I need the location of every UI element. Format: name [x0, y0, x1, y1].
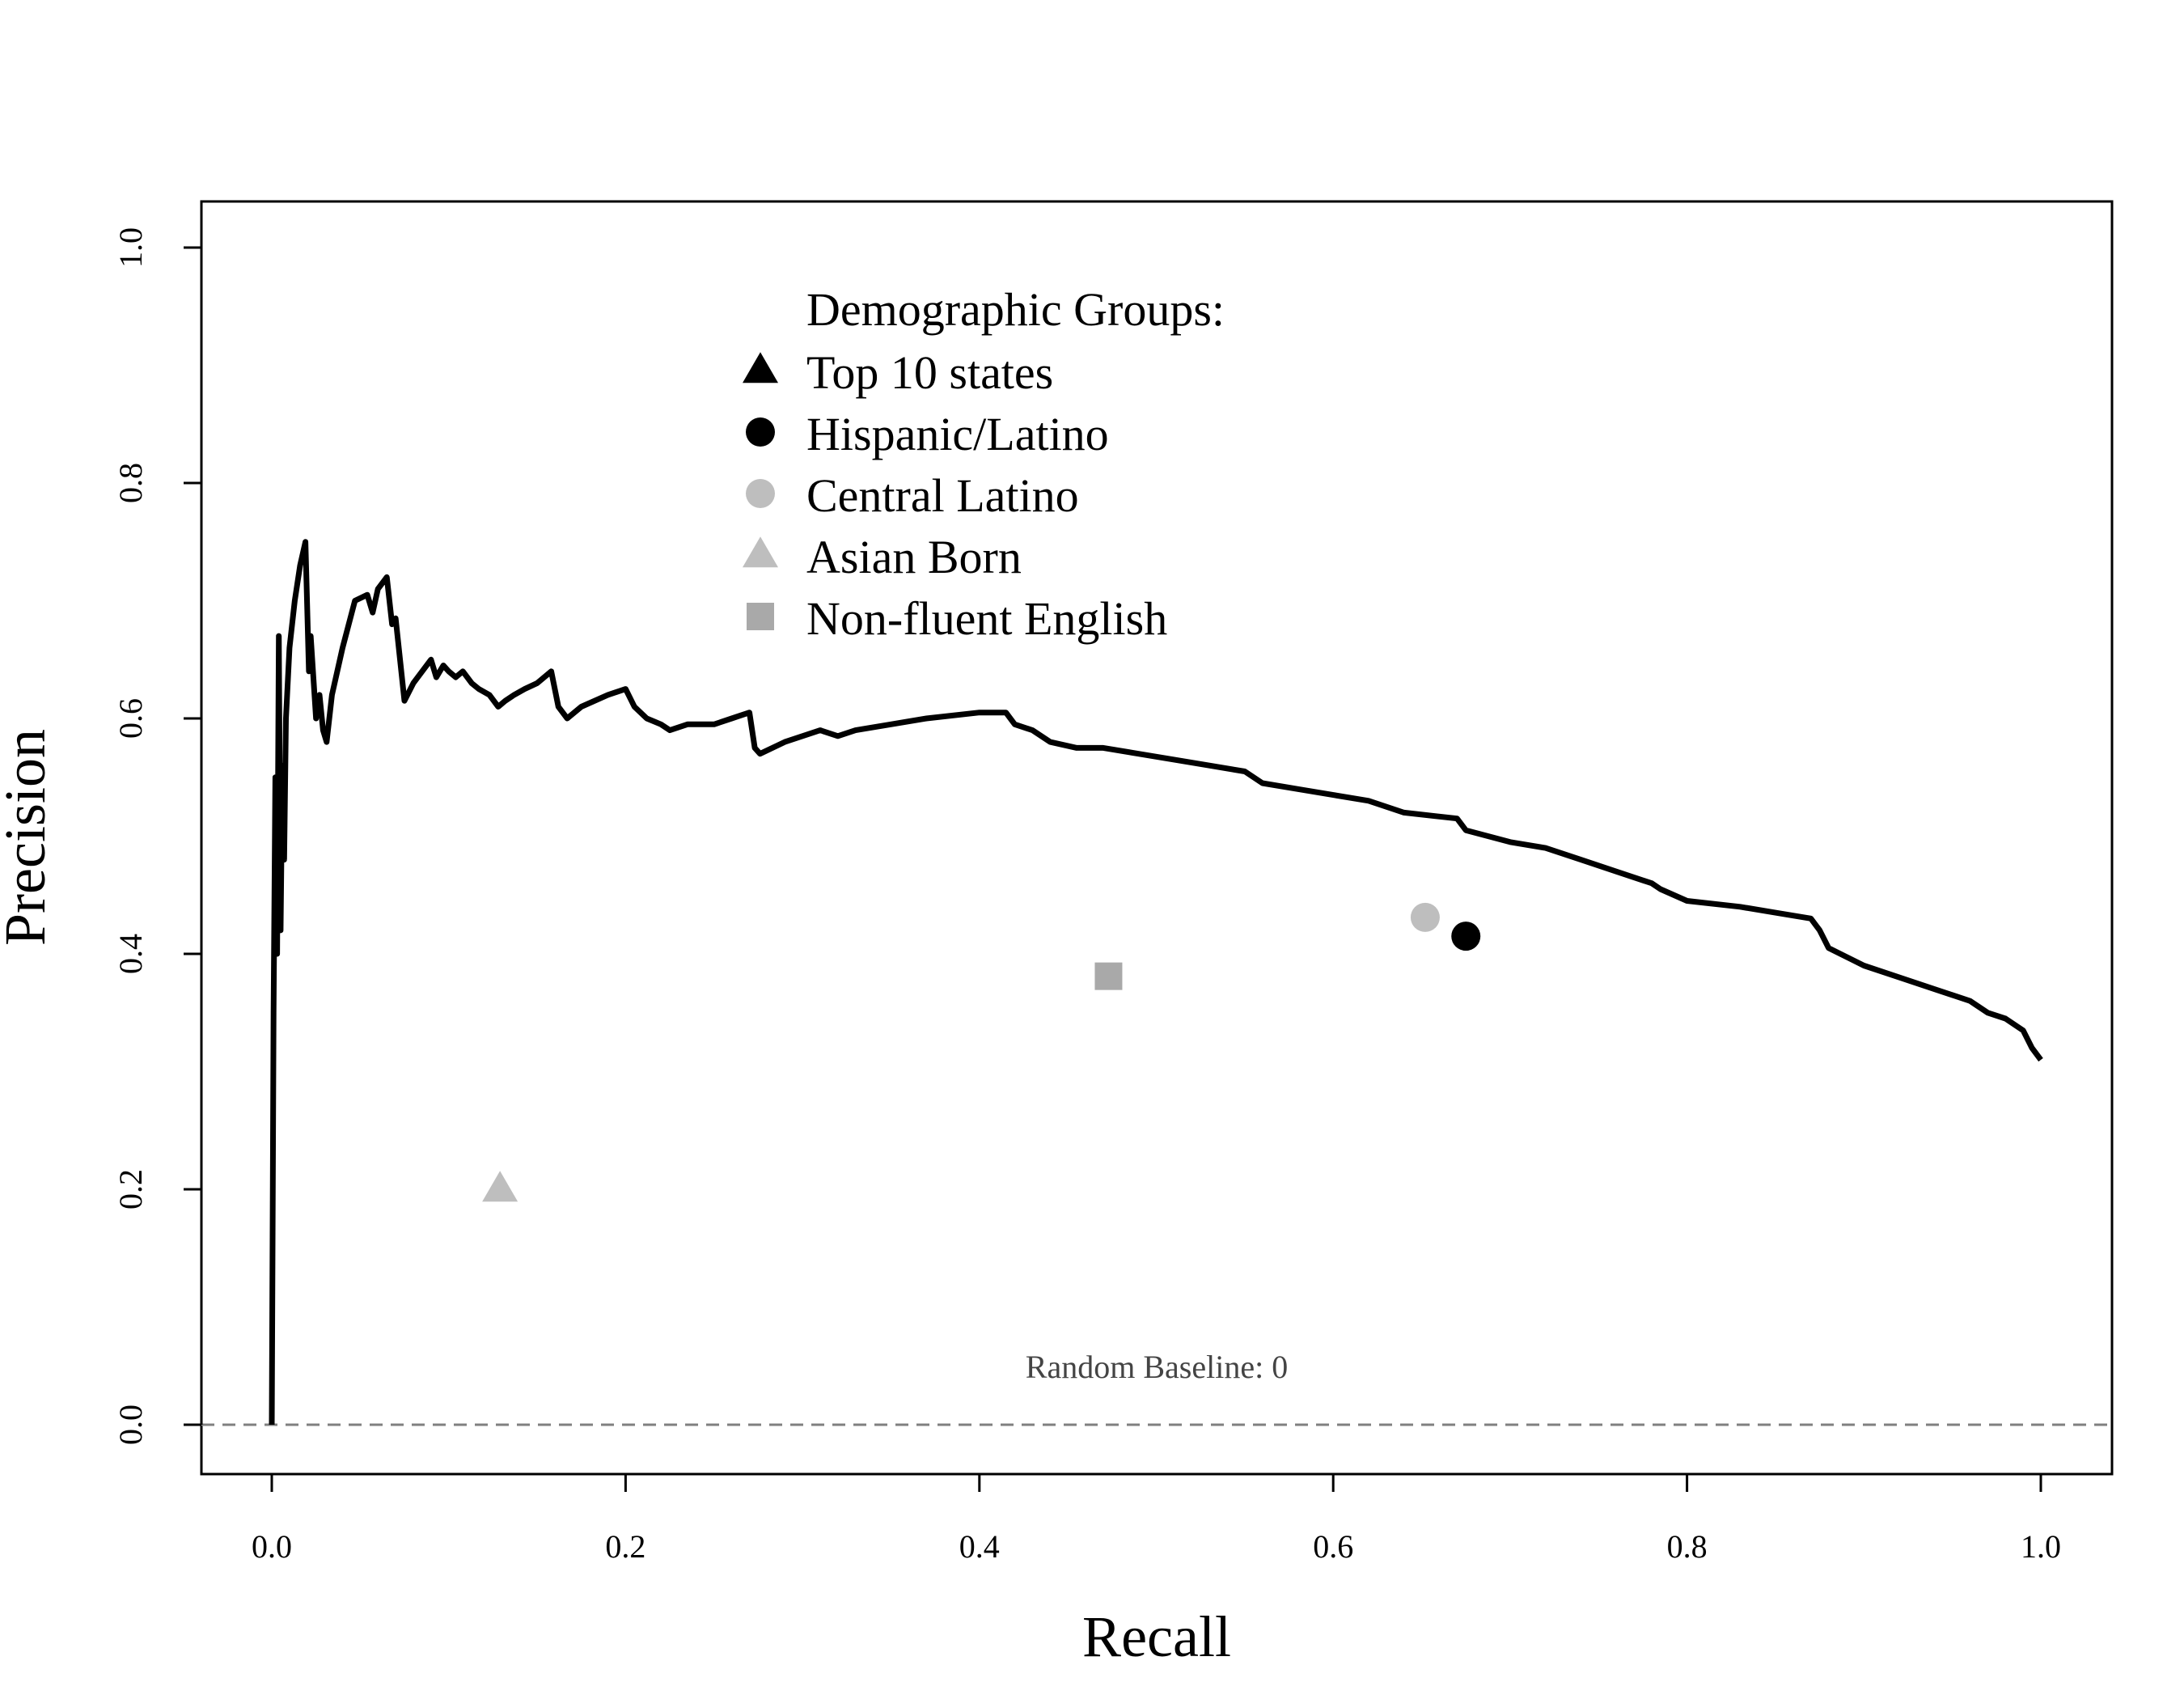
legend-marker-asian-born [743, 536, 778, 568]
legend-marker-central-latino [746, 479, 775, 508]
legend-marker-hispanic-latino [746, 417, 775, 447]
legend: Demographic Groups: Top 10 states Hispani… [743, 283, 1225, 645]
legend-label-non-fluent-english: Non-fluent English [806, 592, 1167, 645]
y-tick-label: 0.2 [112, 1169, 149, 1210]
point-non-fluent-english [1094, 962, 1123, 990]
point-hispanic-latino [1451, 922, 1481, 951]
precision-recall-curve [269, 539, 2043, 1426]
legend-marker-top-10-states [743, 352, 778, 383]
x-tick-label: 0.6 [1313, 1528, 1353, 1565]
y-tick-label: 0.6 [112, 698, 149, 739]
y-tick-label: 0.8 [112, 463, 149, 503]
legend-title: Demographic Groups: [806, 283, 1225, 336]
legend-label-hispanic-latino: Hispanic/Latino [806, 408, 1109, 460]
x-tick-label: 1.0 [2021, 1528, 2061, 1565]
x-tick-label: 0.4 [959, 1528, 1000, 1565]
x-axis: 0.0 0.2 0.4 0.6 0.8 1.0 [252, 1472, 2061, 1565]
y-tick-label: 0.4 [112, 934, 149, 974]
y-tick-label: 1.0 [112, 227, 149, 268]
legend-marker-non-fluent-english [747, 603, 774, 630]
legend-label-asian-born: Asian Born [806, 531, 1022, 583]
y-tick-label: 0.0 [112, 1405, 149, 1445]
x-tick-label: 0.8 [1667, 1528, 1708, 1565]
group-points [482, 902, 1481, 1202]
x-tick-label: 0.2 [605, 1528, 645, 1565]
x-axis-title: Recall [1082, 1604, 1231, 1669]
legend-label-central-latino: Central Latino [806, 469, 1079, 522]
point-asian-born [482, 1171, 518, 1202]
plot-frame [200, 200, 2114, 1476]
y-axis: 0.0 0.2 0.4 0.6 0.8 1.0 [112, 227, 203, 1445]
y-axis-title: Precision [0, 729, 57, 946]
x-tick-label: 0.0 [252, 1528, 292, 1565]
legend-label-top-10-states: Top 10 states [806, 346, 1053, 399]
baseline-label: Random Baseline: 0 [1026, 1349, 1288, 1385]
point-central-latino [1410, 902, 1440, 932]
